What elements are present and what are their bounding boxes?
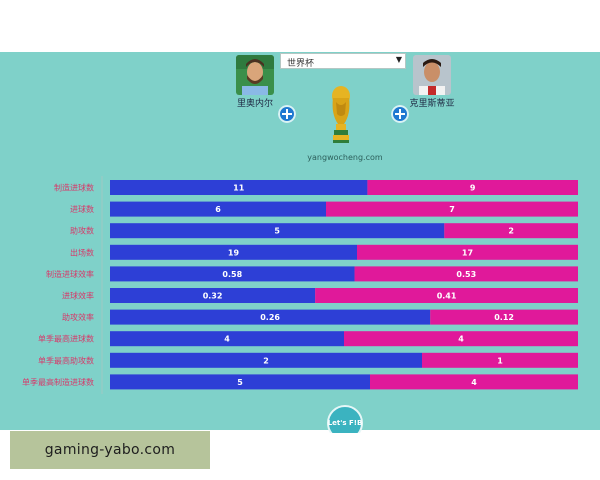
left-player-bar [110, 352, 422, 368]
right-player-bar [367, 180, 578, 195]
lets-fib-badge[interactable]: Let's F!B [325, 405, 365, 433]
badge-label: Let's F!B [327, 419, 363, 427]
right-value-label: 2 [508, 227, 514, 236]
right-value-label: 7 [449, 205, 455, 214]
right-player-photo-icon [413, 55, 451, 95]
right-player-bar [444, 223, 578, 239]
competition-select-value: 世界杯 [287, 59, 315, 69]
right-player-name: 克里斯蒂亚 [409, 99, 455, 109]
right-value-label: 0.12 [494, 313, 514, 322]
left-value-label: 5 [237, 378, 243, 387]
category-label: 助攻数 [70, 226, 94, 236]
left-player-bar [110, 331, 344, 347]
site-label: yangwocheng.com [307, 153, 383, 162]
left-player-bar [110, 288, 316, 303]
category-label: 单季最高进球数 [38, 334, 94, 344]
left-value-label: 0.26 [260, 313, 280, 322]
right-player-bar [315, 288, 578, 303]
category-label: 出场数 [70, 247, 94, 257]
left-value-label: 19 [228, 248, 240, 257]
world-cup-trophy-icon [327, 84, 355, 146]
badge-circle-icon [327, 405, 363, 433]
right-player-bar [357, 244, 578, 260]
left-value-label: 4 [224, 335, 230, 344]
right-value-label: 0.41 [437, 292, 457, 301]
left-value-label: 5 [274, 227, 280, 236]
right-player-bar [422, 352, 578, 368]
chevron-down-icon: ▼ [395, 55, 402, 64]
right-player-avatar[interactable] [413, 55, 451, 95]
left-player-bar [110, 374, 370, 390]
category-label: 进球效率 [62, 291, 94, 301]
right-player-bar [354, 266, 578, 282]
right-value-label: 9 [470, 184, 476, 193]
left-value-label: 6 [215, 205, 221, 214]
left-value-label: 2 [263, 356, 269, 365]
add-right-player-button[interactable] [391, 105, 409, 123]
left-player-bar [110, 201, 326, 217]
left-value-label: 11 [233, 184, 245, 193]
category-label: 制造进球效率 [46, 269, 94, 279]
left-value-label: 0.32 [203, 292, 223, 301]
left-player-bar [110, 223, 445, 239]
category-label: 进球数 [70, 204, 94, 214]
category-label: 单季最高制造进球数 [22, 377, 94, 387]
right-value-label: 1 [497, 356, 503, 365]
left-value-label: 0.58 [222, 270, 242, 279]
left-player-bar [110, 309, 431, 325]
right-player-bar [326, 201, 578, 217]
right-player-bar [344, 331, 578, 347]
watermark-banner: gaming-yabo.com [10, 431, 210, 469]
left-player-avatar[interactable] [236, 55, 274, 95]
category-label: 助攻效率 [62, 312, 94, 322]
right-value-label: 4 [458, 335, 464, 344]
category-label: 单季最高助攻数 [38, 355, 94, 365]
category-label: 制造进球数 [54, 183, 94, 193]
left-player-bar [110, 244, 357, 260]
left-player-bar [110, 266, 355, 282]
add-left-player-button[interactable] [278, 105, 296, 123]
watermark-text: gaming-yabo.com [44, 442, 176, 458]
left-player-photo-icon [236, 55, 274, 95]
left-player-bar [110, 180, 368, 195]
right-player-bar [370, 374, 578, 390]
right-value-label: 4 [471, 378, 477, 387]
right-player-bar [430, 309, 578, 325]
competition-select[interactable]: 世界杯 ▼ [280, 53, 406, 69]
comparison-header: 里奥内尔 世界杯 ▼ yangwocheng.com 克里斯蒂亚 [0, 0, 600, 170]
right-value-label: 0.53 [456, 270, 476, 279]
left-player-name: 里奥内尔 [236, 99, 273, 109]
right-value-label: 17 [462, 248, 473, 257]
